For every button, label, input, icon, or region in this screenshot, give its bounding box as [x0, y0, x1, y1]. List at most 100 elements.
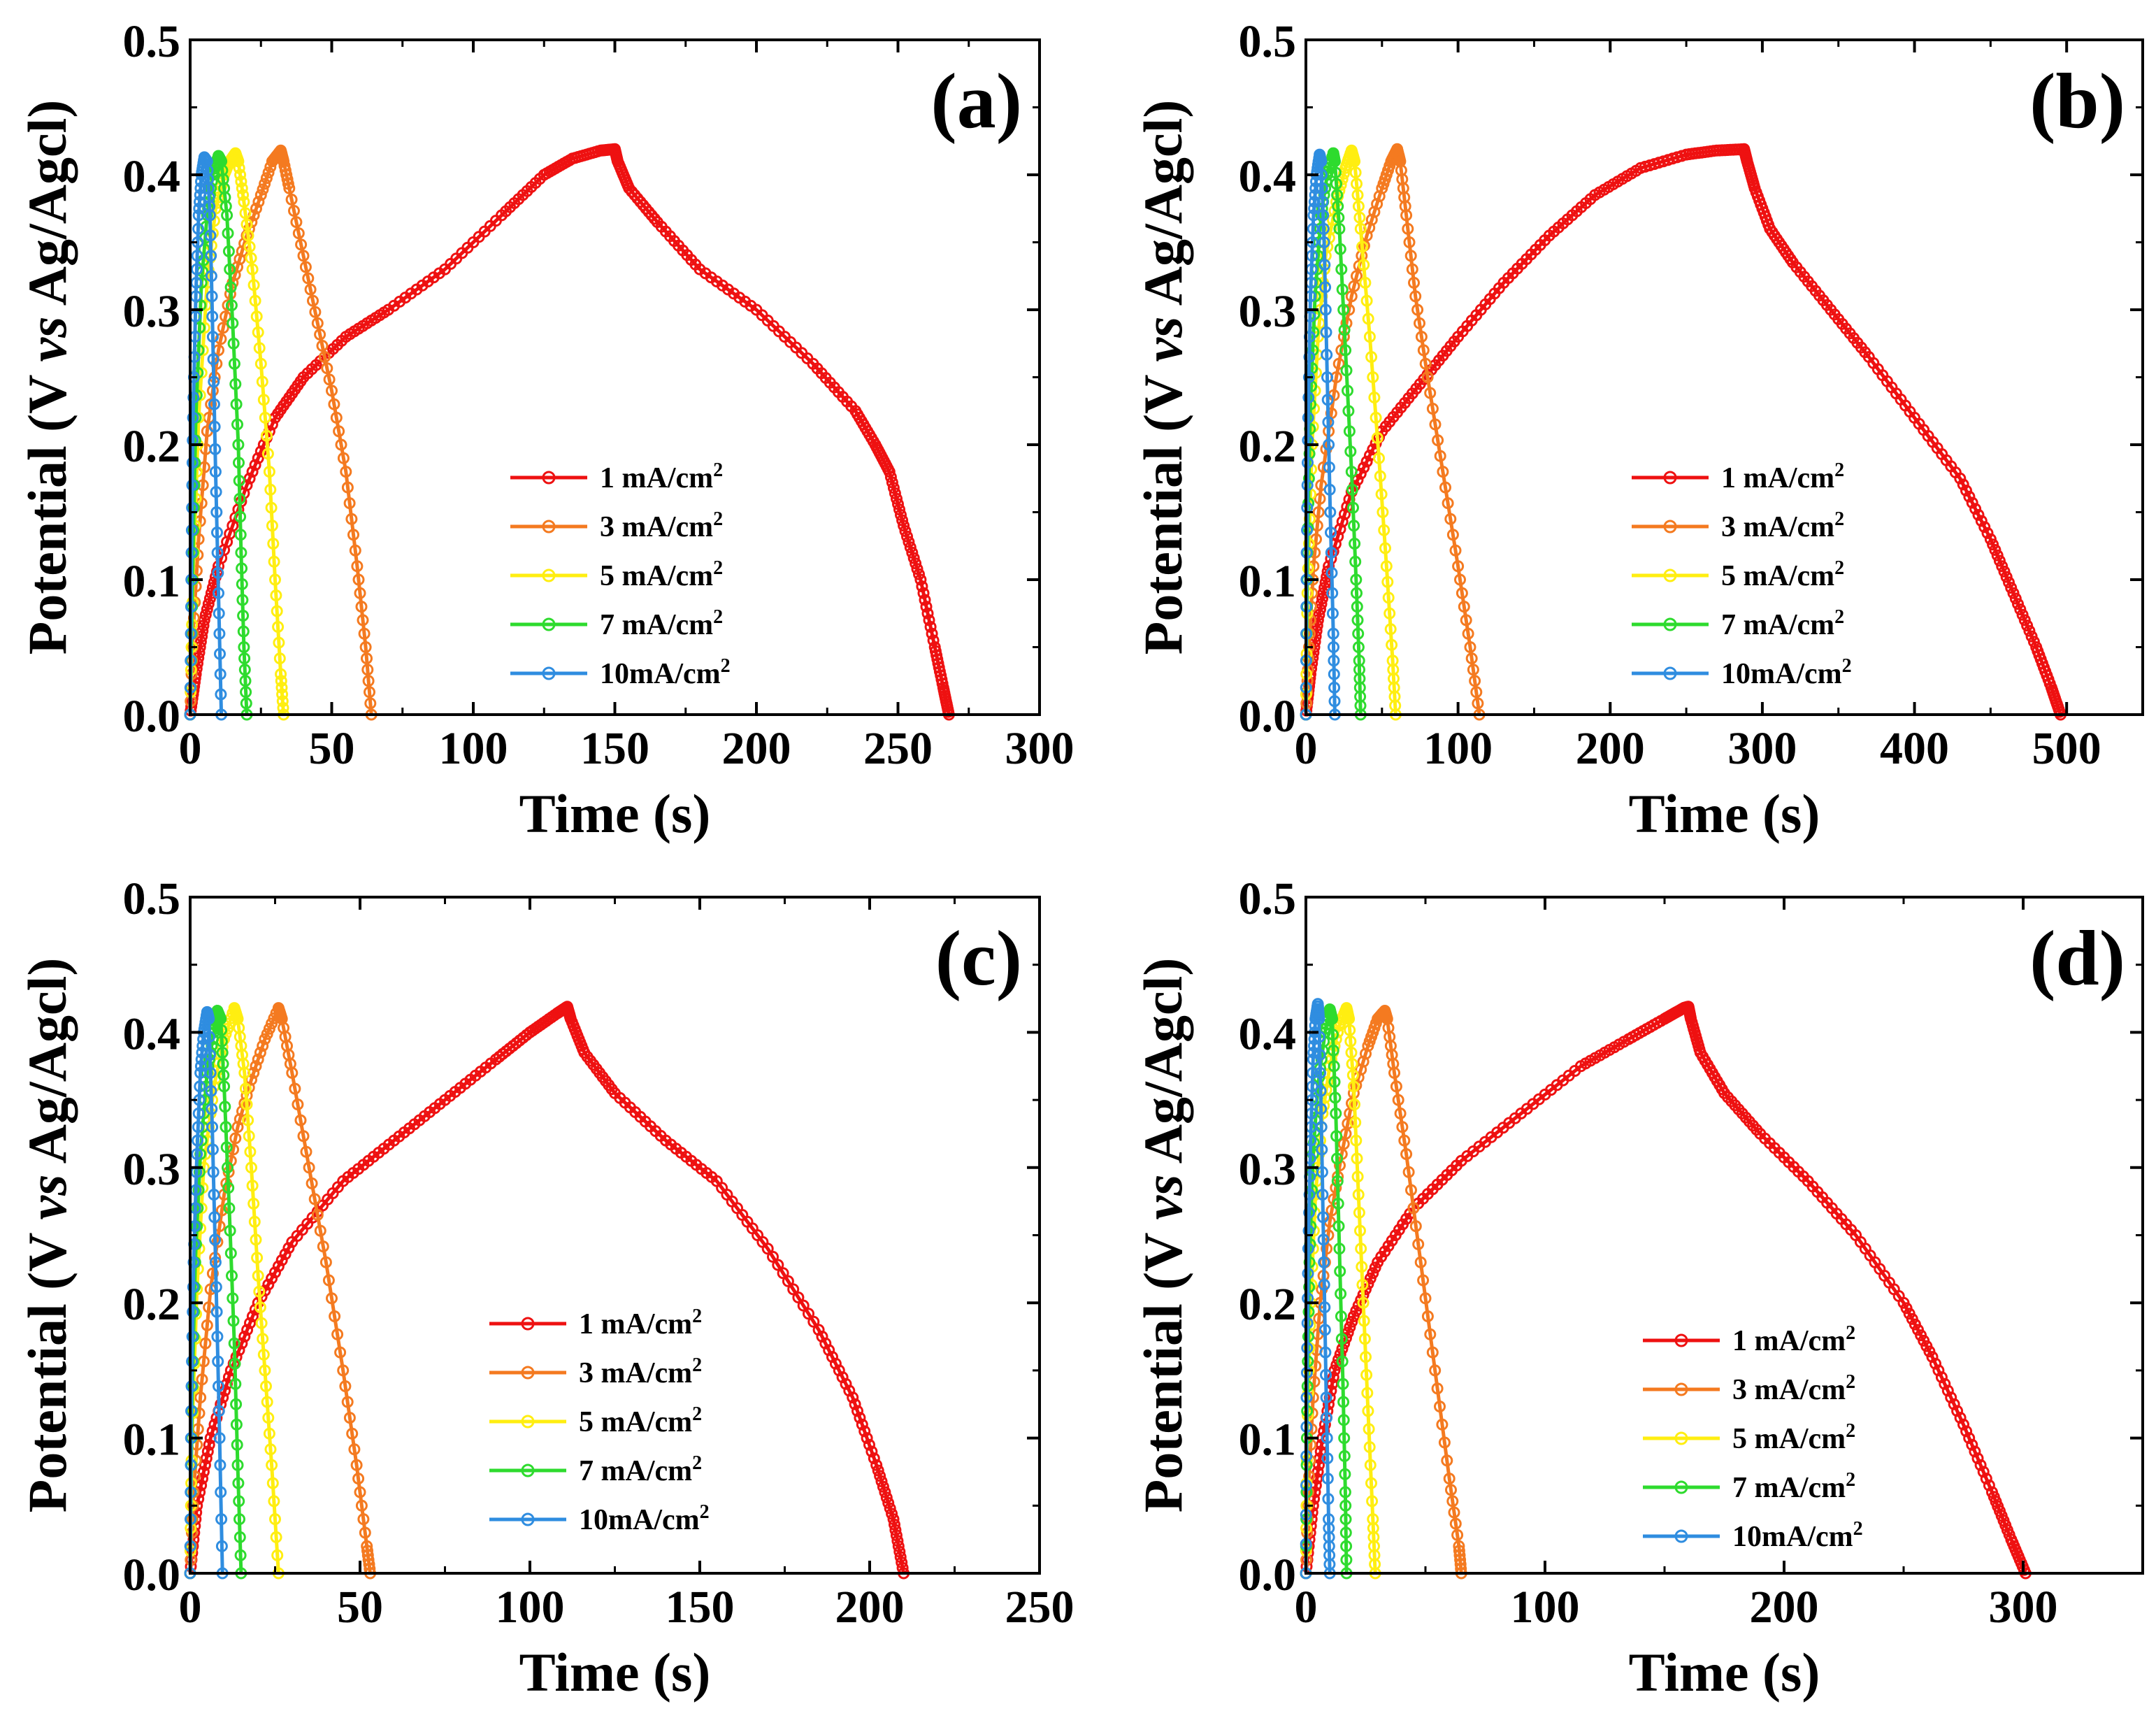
data-point	[1321, 1412, 1333, 1424]
data-point	[891, 492, 903, 505]
data-point	[219, 1101, 231, 1113]
data-point	[1329, 1092, 1342, 1104]
data-point	[1344, 1024, 1356, 1036]
data-point	[1366, 1495, 1379, 1508]
data-point	[242, 229, 254, 242]
legend-entry-1-ma: 1 mA/cm2	[510, 459, 723, 494]
data-point	[1345, 1046, 1358, 1059]
x-tick-label: 150	[666, 1582, 735, 1633]
y-tick-label: 0.2	[1239, 1279, 1297, 1330]
data-point	[886, 476, 898, 489]
data-point	[1313, 608, 1325, 621]
data-point	[311, 317, 324, 329]
data-point	[243, 472, 256, 485]
y-axis-label-italic: vs	[17, 1174, 78, 1219]
data-point	[1323, 560, 1335, 573]
data-point	[1336, 1355, 1349, 1368]
legend-marker	[521, 1463, 535, 1477]
data-point	[1429, 418, 1442, 431]
data-point	[1339, 344, 1352, 357]
data-point	[213, 587, 224, 599]
data-point	[359, 1526, 371, 1539]
data-point	[186, 1355, 199, 1368]
data-point	[1354, 222, 1367, 235]
data-point	[1313, 1012, 1325, 1025]
data-point	[1302, 1243, 1314, 1255]
data-point	[1338, 1450, 1351, 1462]
data-point	[266, 1459, 278, 1471]
y-axis-label: Potential (V vs Ag/Agcl)	[17, 100, 78, 655]
legend-marker	[1674, 1382, 1688, 1396]
data-point	[361, 664, 374, 676]
data-point	[875, 1475, 888, 1487]
data-point	[1359, 276, 1372, 289]
data-point	[196, 1046, 208, 1059]
data-point	[1414, 1256, 1427, 1268]
legend-label-sup: 2	[1853, 1518, 1863, 1540]
y-tick-label: 0.3	[1239, 286, 1297, 337]
data-point	[1323, 438, 1335, 451]
data-point	[1317, 222, 1330, 235]
data-point	[186, 1331, 199, 1343]
data-point	[1347, 501, 1359, 514]
data-point	[1396, 1121, 1409, 1133]
data-point	[1344, 445, 1357, 458]
data-point	[329, 1310, 341, 1322]
x-axis-label: Time (s)	[1629, 1642, 1820, 1703]
data-point	[222, 1182, 235, 1194]
data-point	[899, 525, 912, 537]
y-tick-label: 0.5	[123, 16, 181, 67]
data-point	[1974, 1459, 1987, 1471]
legend-label-sup: 2	[1834, 459, 1844, 481]
data-point	[1954, 472, 1967, 485]
data-point	[879, 1486, 891, 1498]
data-point	[1346, 1315, 1358, 1328]
data-point	[227, 1315, 240, 1327]
data-point	[1330, 1107, 1342, 1119]
data-point	[197, 1466, 210, 1478]
data-point	[257, 183, 269, 196]
data-point	[337, 1364, 350, 1377]
data-point	[1989, 544, 2002, 556]
data-point	[1345, 466, 1358, 478]
legend-marker	[521, 1415, 535, 1429]
data-point	[872, 1464, 884, 1477]
data-point	[257, 1040, 269, 1052]
y-tick-label: 0.4	[123, 1008, 181, 1059]
data-point	[246, 1180, 259, 1192]
data-point	[349, 544, 361, 557]
data-point	[1356, 241, 1368, 253]
legend-label-text: 7 mA/cm	[600, 609, 713, 641]
data-point	[272, 621, 285, 633]
data-point	[1352, 1189, 1365, 1201]
data-point	[1446, 1495, 1459, 1508]
data-point	[921, 607, 934, 620]
data-point	[335, 438, 347, 451]
data-point	[246, 466, 259, 478]
legend-entry-5-ma: 5 mA/cm2	[489, 1403, 702, 1438]
x-axis-label: Time (s)	[519, 1642, 711, 1703]
data-point	[1320, 1368, 1332, 1381]
data-point	[243, 1130, 255, 1143]
data-point	[262, 1412, 275, 1424]
data-point	[2003, 576, 2015, 589]
data-point	[1353, 211, 1366, 224]
data-point	[1394, 1107, 1407, 1119]
data-point	[354, 587, 366, 599]
data-point	[345, 513, 358, 525]
data-point	[238, 664, 251, 676]
series-10-ma	[184, 151, 228, 721]
data-point	[210, 506, 223, 518]
data-point	[217, 1058, 229, 1070]
data-point	[204, 229, 217, 242]
data-point	[1355, 1064, 1367, 1076]
x-tick-label: 50	[309, 723, 355, 774]
legend-label-sup: 2	[1834, 508, 1844, 530]
data-point	[199, 608, 212, 621]
data-point	[1356, 1261, 1368, 1273]
data-point	[803, 1308, 814, 1320]
legend-label: 1 mA/cm2	[579, 1305, 702, 1340]
data-point	[1340, 364, 1353, 377]
data-point	[308, 1193, 321, 1205]
data-point	[1346, 1058, 1358, 1070]
